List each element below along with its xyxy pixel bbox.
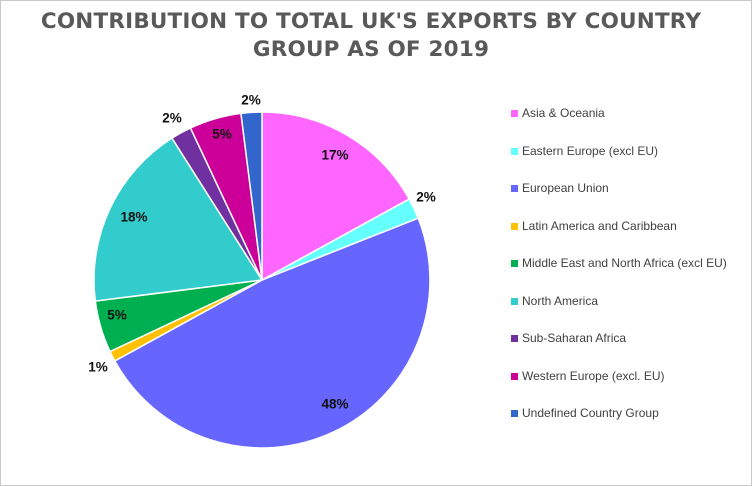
slice-data-label: 48% — [321, 397, 348, 412]
slice-data-label: 18% — [120, 210, 147, 225]
pie-slice — [240, 111, 263, 281]
chart-title-line-2: GROUP AS OF 2019 — [252, 37, 490, 62]
legend-label: European Union — [522, 181, 609, 195]
chart-title-line-1: CONTRIBUTION TO TOTAL UK'S EXPORTS BY CO… — [40, 9, 702, 34]
slice-data-label: 5% — [212, 127, 232, 142]
legend-swatch — [511, 222, 518, 230]
legend-label: Undefined Country Group — [522, 406, 659, 420]
slice-data-label: 2% — [241, 93, 261, 108]
slice-data-label: 17% — [321, 148, 348, 163]
legend-label: Middle East and North Africa (excl EU) — [522, 256, 727, 270]
legend-swatch — [511, 147, 518, 155]
legend-label: Western Europe (excl. EU) — [522, 368, 665, 383]
legend-label: Sub-Saharan Africa — [522, 331, 627, 345]
pie-slice — [261, 111, 411, 282]
legend-swatch — [511, 110, 518, 117]
legend-swatch — [511, 297, 518, 305]
slice-data-label: 2% — [162, 111, 182, 126]
legend-label: Eastern Europe (excl EU) — [522, 143, 659, 158]
legend-swatch — [511, 372, 518, 380]
pie-slice — [113, 217, 431, 449]
legend-label: North America — [522, 293, 599, 308]
legend-swatch — [511, 260, 518, 267]
pie-slice — [93, 137, 264, 302]
legend-swatch — [511, 410, 518, 417]
slice-data-label: 2% — [416, 190, 436, 205]
slice-data-label: 5% — [107, 308, 127, 323]
legend-swatch — [511, 335, 518, 342]
legend-swatch — [511, 185, 518, 192]
legend-label: Latin America and Caribbean — [522, 218, 677, 233]
slice-data-label: 1% — [88, 360, 108, 375]
legend-label: Asia & Oceania — [522, 106, 605, 120]
